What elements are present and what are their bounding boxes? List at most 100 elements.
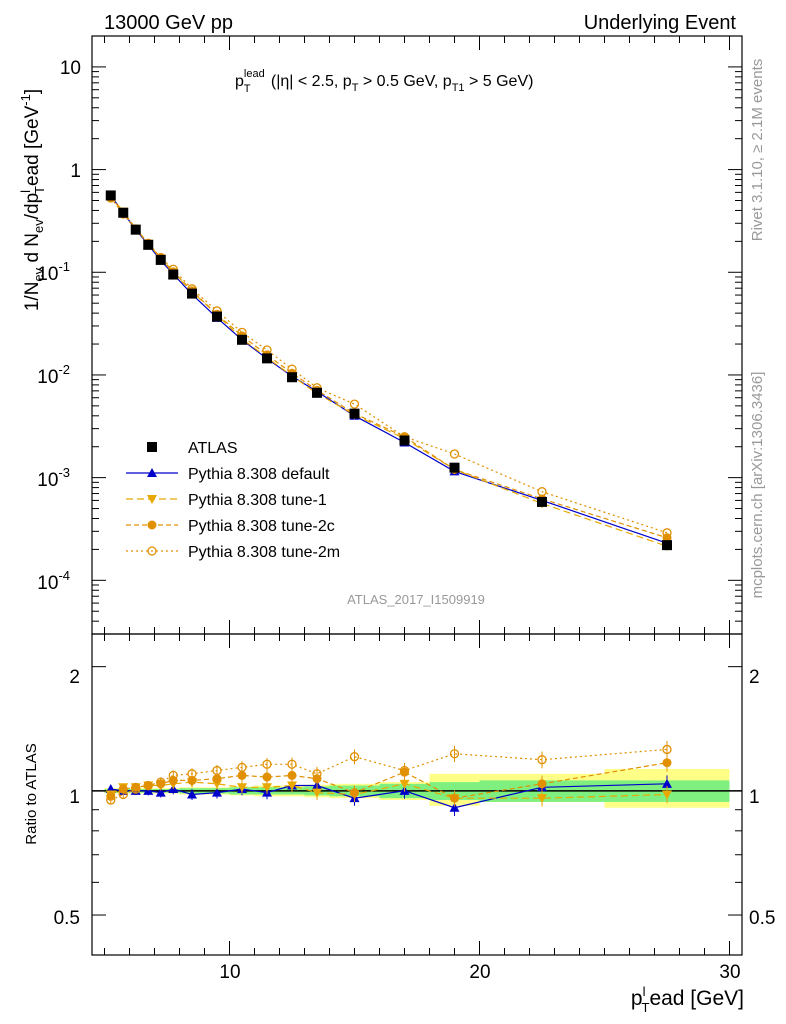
data-point <box>187 789 197 799</box>
data-point <box>237 334 247 345</box>
x-axis-label: pl Tead [GeV] <box>631 984 744 1015</box>
data-point <box>287 781 297 791</box>
data-point <box>312 387 322 398</box>
data-point <box>237 783 247 793</box>
ytick-label-0.0001: 10-4 <box>37 568 70 594</box>
data-point <box>399 765 410 776</box>
ratio-ytick-2-right: 2 <box>749 667 760 688</box>
legend-label: Pythia 8.308 tune-2c <box>188 518 335 535</box>
data-point <box>262 353 272 364</box>
legend-label: Pythia 8.308 tune-2m <box>188 544 340 561</box>
data-point <box>662 533 672 543</box>
main-axis-ticks <box>92 35 742 635</box>
data-point <box>449 802 460 812</box>
data-point <box>262 772 272 782</box>
data-point <box>262 759 272 769</box>
data-point <box>187 288 197 299</box>
data-point <box>449 749 460 759</box>
legend-marker <box>147 546 157 556</box>
data-point <box>287 759 297 769</box>
mcplots-label: mcplots.cern.ch [arXiv:1306.3436] <box>749 372 766 599</box>
data-point <box>537 755 547 765</box>
ratio-ytick-1-right: 1 <box>749 787 760 808</box>
data-point <box>156 777 166 787</box>
data-point <box>312 769 322 779</box>
data-point <box>155 254 166 265</box>
data-point <box>187 775 197 785</box>
data-point <box>399 779 410 789</box>
annot-cut3: > 5 GeV) <box>465 73 534 90</box>
ytick-label-1: 1 <box>70 161 81 182</box>
data-point <box>349 399 360 409</box>
header-right: Underlying Event <box>584 12 737 34</box>
main-series-layer <box>105 190 672 552</box>
ratio-series-layer <box>105 740 672 816</box>
annot-T2: T <box>352 82 359 94</box>
main-annotation: plead T (|η| < 2.5, pT > 0.5 GeV, pT1 > 5… <box>235 68 533 95</box>
data-point <box>212 774 222 784</box>
data-point <box>399 435 410 446</box>
data-point <box>168 770 178 781</box>
data-point <box>237 770 247 780</box>
xtick-labels: 10 20 30 <box>219 962 740 983</box>
annot-T1: T1 <box>452 82 465 94</box>
data-point <box>118 789 128 800</box>
ratio-ytick-0.5-left: 0.5 <box>54 908 80 929</box>
main-ytick-labels: 10 1 10-1 10-2 10-3 10-4 <box>37 58 81 594</box>
ytick-label-0.1: 10-1 <box>37 259 70 285</box>
legend-marker <box>147 442 157 452</box>
series-line <box>110 196 668 539</box>
data-point <box>537 779 547 789</box>
xtick-label-20: 20 <box>469 962 490 983</box>
annot-T: T <box>244 83 251 95</box>
legend-label: Pythia 8.308 tune-1 <box>188 492 327 509</box>
xtick-label-10: 10 <box>219 962 240 983</box>
legend: ATLAS Pythia 8.308 default Pythia 8.308 tu… <box>126 440 340 561</box>
ytick-label-10: 10 <box>60 58 81 79</box>
data-point <box>349 752 360 762</box>
data-point <box>143 239 154 250</box>
annot-p: p <box>235 73 244 90</box>
data-point <box>155 787 166 797</box>
annot-cut1: (|η| < 2.5, p <box>266 73 351 90</box>
data-point <box>105 190 116 201</box>
legend-marker <box>147 495 157 504</box>
data-point <box>262 783 272 793</box>
data-point <box>168 269 179 280</box>
legend-marker <box>147 520 157 530</box>
data-point <box>312 788 322 798</box>
ratio-ytick-2-left: 2 <box>69 667 80 688</box>
data-point <box>237 762 247 773</box>
main-ylabel: 1/Nev d Nev/dplTead [GeV-1] <box>18 89 47 311</box>
data-point <box>212 311 222 322</box>
data-point <box>212 765 222 776</box>
data-point <box>662 790 672 800</box>
legend-label: ATLAS <box>188 440 238 457</box>
data-point <box>212 787 222 797</box>
legend-label: Pythia 8.308 default <box>188 466 330 483</box>
rivet-label: Rivet 3.1.10, ≥ 2.1M events <box>749 59 766 242</box>
ratio-panel-frame <box>91 633 743 956</box>
data-point <box>537 496 547 507</box>
data-point <box>662 528 672 538</box>
data-point <box>537 794 547 804</box>
data-point <box>662 744 672 755</box>
analysis-watermark: ATLAS_2017_I1509919 <box>347 592 485 607</box>
data-point <box>131 784 141 794</box>
data-point <box>350 788 359 798</box>
data-point <box>106 795 116 805</box>
ytick-label-0.001: 10-3 <box>37 465 70 491</box>
data-point <box>449 462 460 473</box>
data-point <box>187 769 197 779</box>
ratio-ylabel: Ratio to ATLAS <box>23 743 40 844</box>
data-point <box>450 793 459 803</box>
data-point <box>287 372 297 383</box>
data-point <box>662 778 672 788</box>
annot-lead: lead <box>244 68 265 80</box>
ratio-ytick-0.5-right: 0.5 <box>749 908 775 929</box>
ratio-ytick-1-left: 1 <box>69 787 80 808</box>
data-point <box>143 780 153 791</box>
data-point <box>662 540 672 551</box>
data-point <box>118 207 129 218</box>
data-point <box>537 487 547 497</box>
